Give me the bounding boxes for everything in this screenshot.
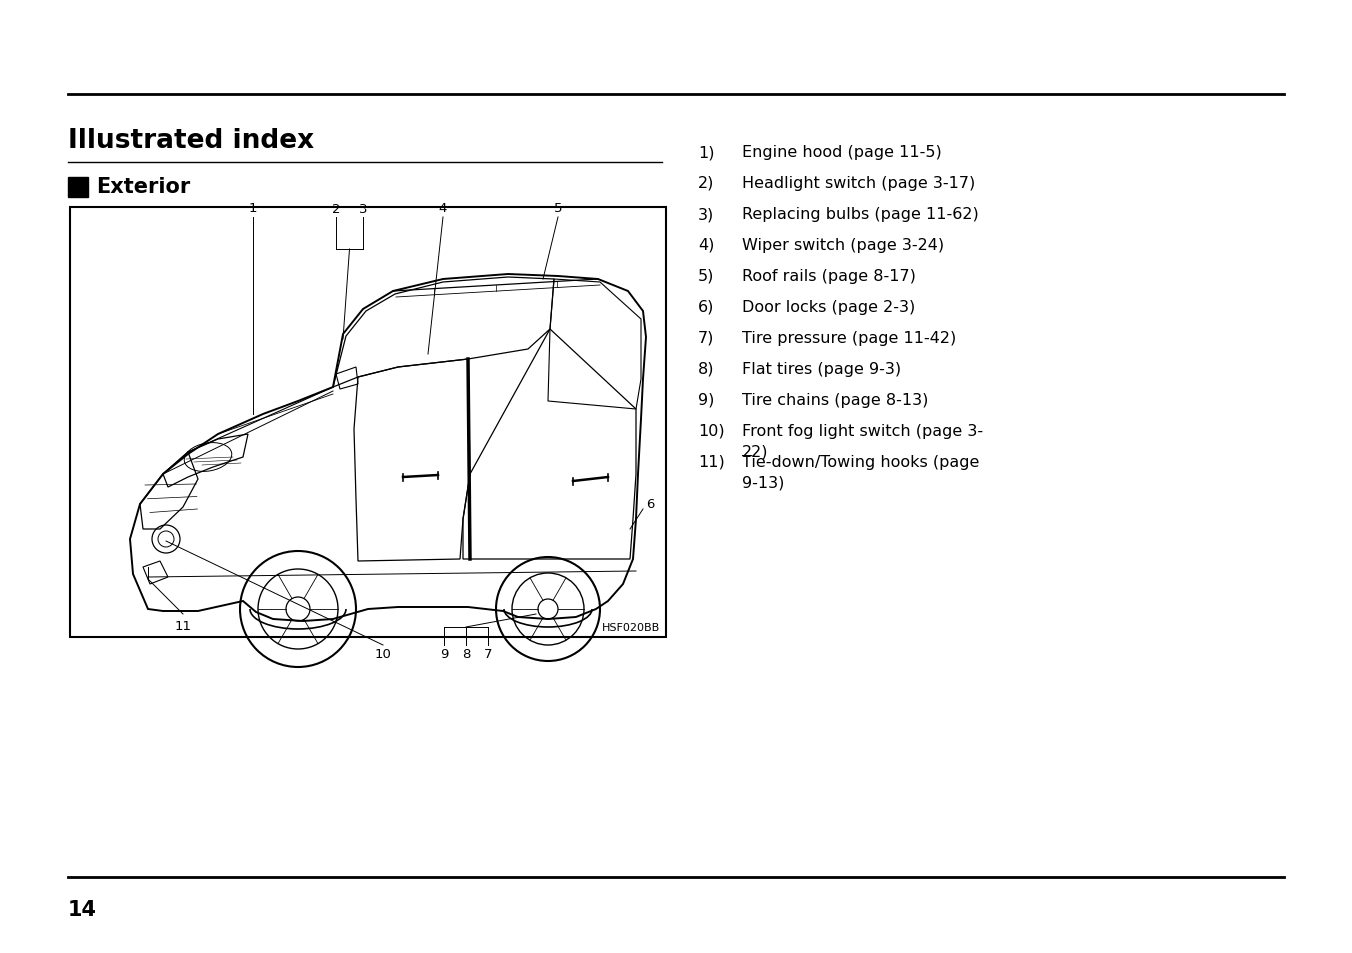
Text: 4): 4)	[698, 237, 714, 253]
Text: 5): 5)	[698, 269, 714, 284]
Text: 3: 3	[358, 203, 368, 215]
Text: 14: 14	[68, 899, 97, 919]
Text: Wiper switch (page 3-24): Wiper switch (page 3-24)	[742, 237, 944, 253]
Text: 9-13): 9-13)	[742, 475, 784, 490]
Text: 3): 3)	[698, 207, 714, 222]
Text: Replacing bulbs (page 11-62): Replacing bulbs (page 11-62)	[742, 207, 979, 222]
Text: Engine hood (page 11-5): Engine hood (page 11-5)	[742, 145, 942, 160]
Text: 22): 22)	[742, 444, 768, 458]
Text: 10): 10)	[698, 423, 725, 438]
Text: Front fog light switch (page 3-: Front fog light switch (page 3-	[742, 423, 983, 438]
Text: Exterior: Exterior	[96, 177, 191, 196]
Text: Illustrated index: Illustrated index	[68, 128, 314, 153]
Text: 11: 11	[174, 619, 192, 633]
Text: 7): 7)	[698, 331, 714, 346]
Text: Headlight switch (page 3-17): Headlight switch (page 3-17)	[742, 175, 975, 191]
Text: 9): 9)	[698, 393, 714, 408]
Text: 4: 4	[439, 202, 448, 214]
Text: 8): 8)	[698, 361, 714, 376]
Text: 8: 8	[462, 647, 470, 660]
Text: Tie-down/Towing hooks (page: Tie-down/Towing hooks (page	[742, 455, 979, 470]
Text: Door locks (page 2-3): Door locks (page 2-3)	[742, 299, 915, 314]
Text: Flat tires (page 9-3): Flat tires (page 9-3)	[742, 361, 902, 376]
Text: 9: 9	[439, 647, 448, 660]
Text: HSF020BB: HSF020BB	[602, 622, 660, 633]
Text: 1): 1)	[698, 145, 714, 160]
Text: 10: 10	[375, 647, 392, 660]
Text: 2): 2)	[698, 175, 714, 191]
Text: Tire pressure (page 11-42): Tire pressure (page 11-42)	[742, 331, 956, 346]
Bar	[68, 178, 88, 198]
Text: 6: 6	[646, 498, 654, 511]
Text: 11): 11)	[698, 455, 725, 470]
Text: 6): 6)	[698, 299, 714, 314]
Text: 5: 5	[554, 202, 562, 214]
Bar	[70, 208, 667, 638]
Text: Tire chains (page 8-13): Tire chains (page 8-13)	[742, 393, 929, 408]
Text: 7: 7	[484, 647, 492, 660]
Text: Roof rails (page 8-17): Roof rails (page 8-17)	[742, 269, 915, 284]
Text: 2: 2	[331, 203, 341, 215]
Text: 1: 1	[249, 202, 257, 214]
